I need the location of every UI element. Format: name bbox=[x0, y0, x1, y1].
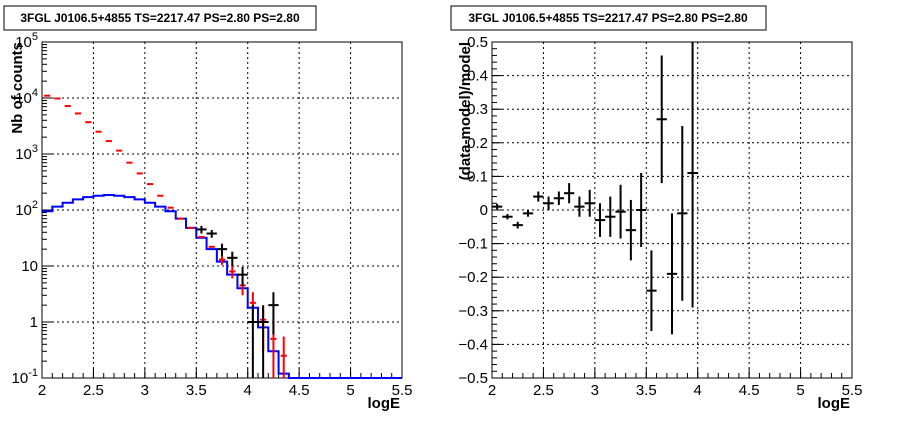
counts-x-tick-label: 4 bbox=[244, 382, 252, 399]
counts-title-box bbox=[3, 5, 317, 31]
residuals-y-tick-label: −0.2 bbox=[458, 269, 488, 286]
residual-point bbox=[522, 210, 534, 217]
residuals-x-tick-label: 4 bbox=[694, 382, 702, 399]
residuals-xlabel: logE bbox=[818, 395, 851, 412]
red-point bbox=[218, 255, 226, 265]
residual-point bbox=[502, 214, 513, 220]
residual-point bbox=[553, 191, 564, 205]
residuals-x-tick-label: 4.5 bbox=[739, 382, 760, 399]
red-point bbox=[280, 336, 287, 378]
residuals-x-tick-label: 3 bbox=[591, 382, 599, 399]
red-point bbox=[229, 266, 236, 279]
residual-point bbox=[574, 196, 585, 217]
residual-point bbox=[646, 250, 657, 331]
counts-x-tick-label: 3 bbox=[141, 382, 149, 399]
residuals-y-tick-label: 0 bbox=[480, 202, 488, 219]
counts-y-tick-label: 10 bbox=[21, 258, 38, 275]
residual-point bbox=[666, 213, 678, 335]
counts-y-tick-label: 1 bbox=[30, 314, 38, 331]
counts-x-tick-label: 2 bbox=[38, 382, 46, 399]
data-point bbox=[237, 266, 248, 286]
residuals-x-tick-label: 2 bbox=[488, 382, 496, 399]
counts-x-tick-label: 4.5 bbox=[289, 382, 310, 399]
data-point bbox=[196, 225, 207, 234]
residuals-y-tick-label: 0.3 bbox=[467, 101, 488, 118]
residuals-ylabel: (data-model)/model bbox=[457, 42, 474, 180]
residual-point bbox=[512, 221, 523, 229]
residuals-title-box bbox=[450, 5, 767, 31]
residual-point bbox=[615, 184, 626, 239]
residuals-y-tick-label: 0.5 bbox=[467, 34, 488, 51]
residual-point bbox=[677, 126, 688, 301]
data-point bbox=[227, 251, 238, 266]
residuals-y-tick-label: −0.5 bbox=[458, 370, 488, 387]
residual-point bbox=[625, 199, 636, 261]
residuals-y-tick-label: −0.3 bbox=[458, 303, 488, 320]
data-point bbox=[258, 305, 269, 378]
residual-point bbox=[564, 183, 575, 204]
residuals-y-tick-label: 0.4 bbox=[467, 68, 488, 85]
residuals-x-tick-label: 2.5 bbox=[533, 382, 554, 399]
residual-point bbox=[584, 189, 595, 217]
residual-point bbox=[656, 55, 667, 184]
residual-point bbox=[492, 203, 503, 210]
counts-x-tick-label: 5 bbox=[346, 382, 354, 399]
residual-point bbox=[594, 203, 606, 237]
residual-point bbox=[543, 196, 554, 210]
residuals-y-tick-label: 0.1 bbox=[467, 168, 488, 185]
residuals-y-tick-label: 0.2 bbox=[467, 135, 488, 152]
residuals-panel: 3FGL J0106.5+4855 TS=2217.47 PS=2.80 PS=… bbox=[450, 5, 863, 412]
data-point bbox=[216, 243, 228, 257]
counts-title: 3FGL J0106.5+4855 TS=2217.47 PS=2.80 PS=… bbox=[20, 11, 300, 25]
data-point bbox=[206, 229, 217, 238]
residuals-title: 3FGL J0106.5+4855 TS=2217.47 PS=2.80 PS=… bbox=[468, 11, 748, 25]
residuals-x-tick-label: 5 bbox=[796, 382, 804, 399]
counts-ylabel: Nb of counts bbox=[9, 42, 26, 134]
residuals-x-tick-label: 5.5 bbox=[842, 382, 863, 399]
residual-point bbox=[687, 42, 698, 308]
counts-x-tick-label: 5.5 bbox=[392, 382, 413, 399]
residual-point bbox=[605, 196, 616, 237]
residuals-y-tick-label: −0.4 bbox=[458, 336, 488, 353]
counts-x-tick-label: 3.5 bbox=[186, 382, 207, 399]
residuals-y-tick-label: −0.1 bbox=[458, 236, 488, 253]
data-point bbox=[268, 292, 279, 335]
data-point bbox=[247, 305, 258, 378]
residuals-x-tick-label: 3.5 bbox=[636, 382, 657, 399]
residual-point bbox=[533, 191, 544, 202]
counts-x-tick-label: 2.5 bbox=[83, 382, 104, 399]
residual-point bbox=[636, 173, 647, 247]
model-histogram-line bbox=[42, 194, 402, 379]
counts-xlabel: logE bbox=[368, 395, 401, 412]
